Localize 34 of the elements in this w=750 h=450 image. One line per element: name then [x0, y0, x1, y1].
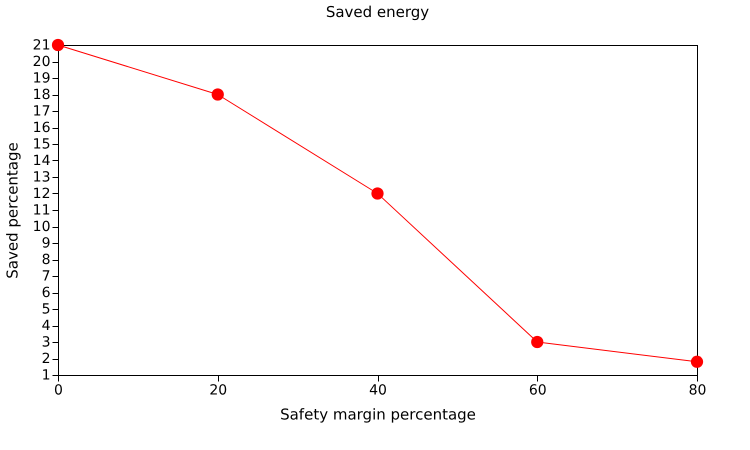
- y-tick-label: 4: [42, 318, 51, 334]
- y-tick-label: 21: [32, 38, 50, 54]
- y-tick-label: 6: [42, 285, 51, 301]
- y-axis-title: Saved percentage: [4, 142, 22, 279]
- y-tick-label: 11: [32, 202, 50, 218]
- point: [371, 187, 384, 200]
- y-tick-label: 2: [42, 351, 50, 367]
- y-tick-label: 14: [32, 153, 51, 169]
- y-tick-label: 5: [42, 302, 50, 318]
- y-tick-label: 17: [32, 104, 50, 120]
- point: [531, 336, 544, 348]
- y-tick-label: 15: [32, 136, 50, 152]
- y-tick-label: 8: [42, 252, 50, 268]
- chart-title: Saved energy: [326, 3, 430, 21]
- y-tick-label: 12: [32, 186, 50, 202]
- y-tick-label: 1: [42, 368, 50, 384]
- y-tick-label: 3: [42, 334, 50, 350]
- y-tick-label: 20: [32, 54, 50, 70]
- y-tick-label: 19: [32, 70, 50, 86]
- point: [212, 88, 224, 101]
- x-tick-label: 60: [528, 382, 547, 398]
- y-tick-label: 7: [42, 268, 50, 284]
- x-tick-label: 80: [688, 382, 706, 398]
- x-tick-label: 40: [369, 382, 387, 398]
- y-tick-label: 16: [32, 120, 51, 136]
- point: [690, 356, 704, 368]
- x-axis-title: Safety margin percentage: [280, 406, 476, 424]
- y-tick-label: 13: [32, 170, 50, 186]
- x-tick-label: 0: [54, 382, 63, 398]
- y-tick-label: 10: [32, 219, 50, 235]
- point: [52, 38, 64, 52]
- y-tick-label: 18: [32, 87, 50, 103]
- x-tick-label: 20: [209, 382, 228, 398]
- y-tick-label: 9: [42, 236, 50, 252]
